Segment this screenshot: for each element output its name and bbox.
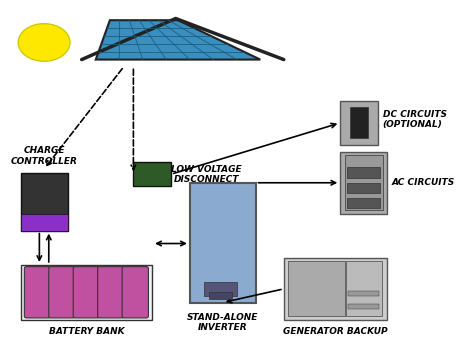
FancyBboxPatch shape: [20, 172, 68, 231]
FancyBboxPatch shape: [340, 101, 378, 145]
FancyBboxPatch shape: [73, 267, 100, 318]
FancyBboxPatch shape: [209, 292, 232, 299]
FancyBboxPatch shape: [350, 108, 368, 138]
FancyBboxPatch shape: [340, 152, 387, 214]
Circle shape: [18, 24, 70, 61]
FancyBboxPatch shape: [98, 267, 124, 318]
FancyBboxPatch shape: [346, 262, 382, 316]
FancyBboxPatch shape: [289, 262, 346, 316]
Text: GENERATOR BACKUP: GENERATOR BACKUP: [283, 326, 388, 335]
FancyBboxPatch shape: [348, 290, 379, 296]
FancyBboxPatch shape: [347, 167, 380, 178]
Text: BATTERY BANK: BATTERY BANK: [48, 326, 124, 335]
Text: AC CIRCUITS: AC CIRCUITS: [392, 178, 455, 187]
Polygon shape: [96, 20, 260, 60]
FancyBboxPatch shape: [347, 198, 380, 208]
FancyBboxPatch shape: [345, 155, 383, 210]
Text: CHARGE
CONTROLLER: CHARGE CONTROLLER: [10, 146, 78, 166]
FancyBboxPatch shape: [20, 214, 68, 231]
FancyBboxPatch shape: [204, 282, 237, 296]
FancyBboxPatch shape: [284, 258, 387, 320]
FancyBboxPatch shape: [20, 265, 152, 320]
FancyBboxPatch shape: [49, 267, 75, 318]
FancyBboxPatch shape: [348, 304, 379, 309]
FancyBboxPatch shape: [133, 162, 171, 186]
Text: LOW VOLTAGE
DISCONNECT: LOW VOLTAGE DISCONNECT: [171, 165, 242, 184]
FancyBboxPatch shape: [190, 183, 255, 303]
Text: DC CIRCUITS
(OPTIONAL): DC CIRCUITS (OPTIONAL): [383, 110, 447, 129]
FancyBboxPatch shape: [24, 267, 51, 318]
FancyBboxPatch shape: [122, 267, 148, 318]
Text: STAND-ALONE
INVERTER: STAND-ALONE INVERTER: [187, 313, 258, 332]
FancyBboxPatch shape: [347, 183, 380, 193]
